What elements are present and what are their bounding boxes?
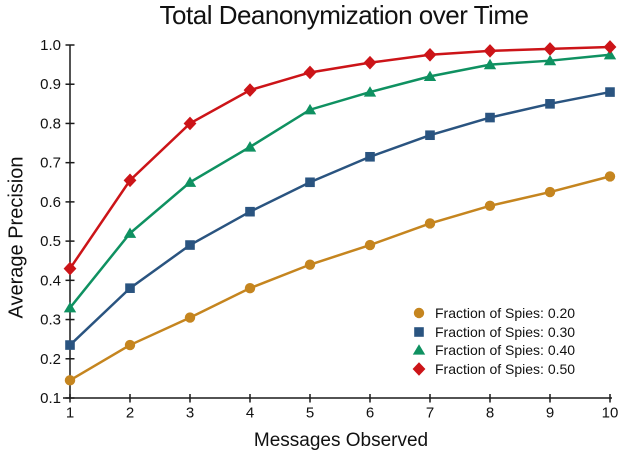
data-point: [303, 103, 317, 115]
y-tick-label: 1.0: [40, 37, 61, 54]
legend-item: Fraction of Spies: 0.40: [408, 341, 575, 360]
circle-icon: [413, 308, 425, 319]
y-tick-label: 0.7: [40, 155, 61, 172]
x-tick-label: 7: [426, 405, 434, 422]
data-point: [365, 151, 375, 162]
data-point: [423, 48, 437, 62]
y-tick-label: 0.9: [40, 76, 61, 93]
data-point: [363, 86, 377, 97]
data-point: [244, 282, 256, 294]
x-tick-label: 1: [66, 405, 74, 422]
data-point: [123, 173, 137, 188]
data-point: [184, 312, 196, 323]
legend-label: Fraction of Spies: 0.30: [435, 323, 576, 340]
y-tick-label: 0.4: [40, 272, 61, 289]
data-point: [545, 99, 555, 109]
series-line: [69, 90, 611, 346]
data-point: [605, 87, 615, 97]
data-point: [185, 240, 195, 250]
data-point: [423, 70, 437, 81]
y-tick-label: 0.5: [40, 233, 61, 250]
legend-label: Fraction of Spies: 0.50: [435, 360, 576, 377]
legend-marker-shape: [413, 308, 425, 319]
legend-label: Fraction of Spies: 0.40: [435, 342, 576, 359]
triangle-icon: [412, 344, 426, 355]
y-tick-label: 0.2: [40, 351, 61, 368]
data-point: [64, 375, 76, 386]
data-point: [364, 239, 376, 251]
data-point: [243, 83, 257, 97]
series-diamond-3: [63, 40, 617, 276]
y-tick-label: 0.6: [40, 194, 61, 211]
data-point: [63, 301, 77, 313]
data-point: [424, 218, 436, 229]
series-line: [69, 175, 611, 382]
diamond-icon: [412, 361, 426, 376]
data-point: [63, 261, 77, 276]
data-point: [123, 227, 137, 238]
x-tick-label: 3: [186, 405, 194, 422]
data-point: [543, 42, 557, 56]
legend-label: Fraction of Spies: 0.20: [435, 305, 576, 322]
series-triangle-2: [63, 49, 617, 313]
x-tick-label: 9: [546, 405, 554, 422]
data-point: [125, 283, 135, 293]
series-square-1: [65, 87, 615, 350]
square-icon: [414, 326, 424, 337]
legend-marker-shape: [412, 361, 426, 376]
series-circle-0: [64, 171, 616, 386]
legend-item: Fraction of Spies: 0.50: [408, 360, 575, 379]
data-point: [363, 55, 377, 70]
data-point: [604, 171, 616, 182]
data-point: [425, 130, 435, 141]
x-tick-label: 6: [366, 405, 374, 422]
legend-item: Fraction of Spies: 0.20: [408, 304, 575, 323]
data-point: [484, 200, 496, 212]
y-tick-label: 0.8: [40, 115, 61, 132]
series-line: [68, 45, 611, 270]
chart-legend: Fraction of Spies: 0.20 Fraction of Spies…: [408, 304, 575, 378]
x-tick-label: 5: [306, 405, 314, 422]
data-point: [305, 177, 315, 188]
data-point: [603, 49, 617, 60]
x-tick-label: 2: [126, 405, 134, 422]
data-point: [543, 54, 557, 66]
data-point: [483, 58, 497, 70]
data-point: [303, 65, 317, 80]
data-point: [485, 112, 495, 123]
y-tick-label: 0.1: [40, 390, 61, 407]
y-tick-label: 0.3: [40, 312, 61, 329]
legend-marker-shape: [414, 326, 424, 337]
data-point: [124, 339, 136, 351]
legend-item: Fraction of Spies: 0.30: [408, 323, 575, 342]
chart-title: Total Deanonymization over Time: [159, 0, 529, 30]
data-point: [65, 340, 75, 350]
x-tick-label: 8: [486, 405, 494, 422]
data-point: [183, 116, 197, 131]
data-point: [304, 259, 316, 270]
data-point: [544, 186, 556, 198]
x-tick-label: 10: [602, 405, 619, 422]
data-point: [603, 40, 617, 54]
data-point: [245, 206, 255, 217]
data-point: [183, 176, 197, 187]
data-point: [483, 44, 497, 58]
series-line: [69, 53, 611, 309]
data-point: [243, 141, 257, 152]
x-tick-label: 4: [246, 405, 254, 422]
x-axis-label: Messages Observed: [253, 430, 429, 451]
legend-marker-shape: [412, 344, 426, 355]
